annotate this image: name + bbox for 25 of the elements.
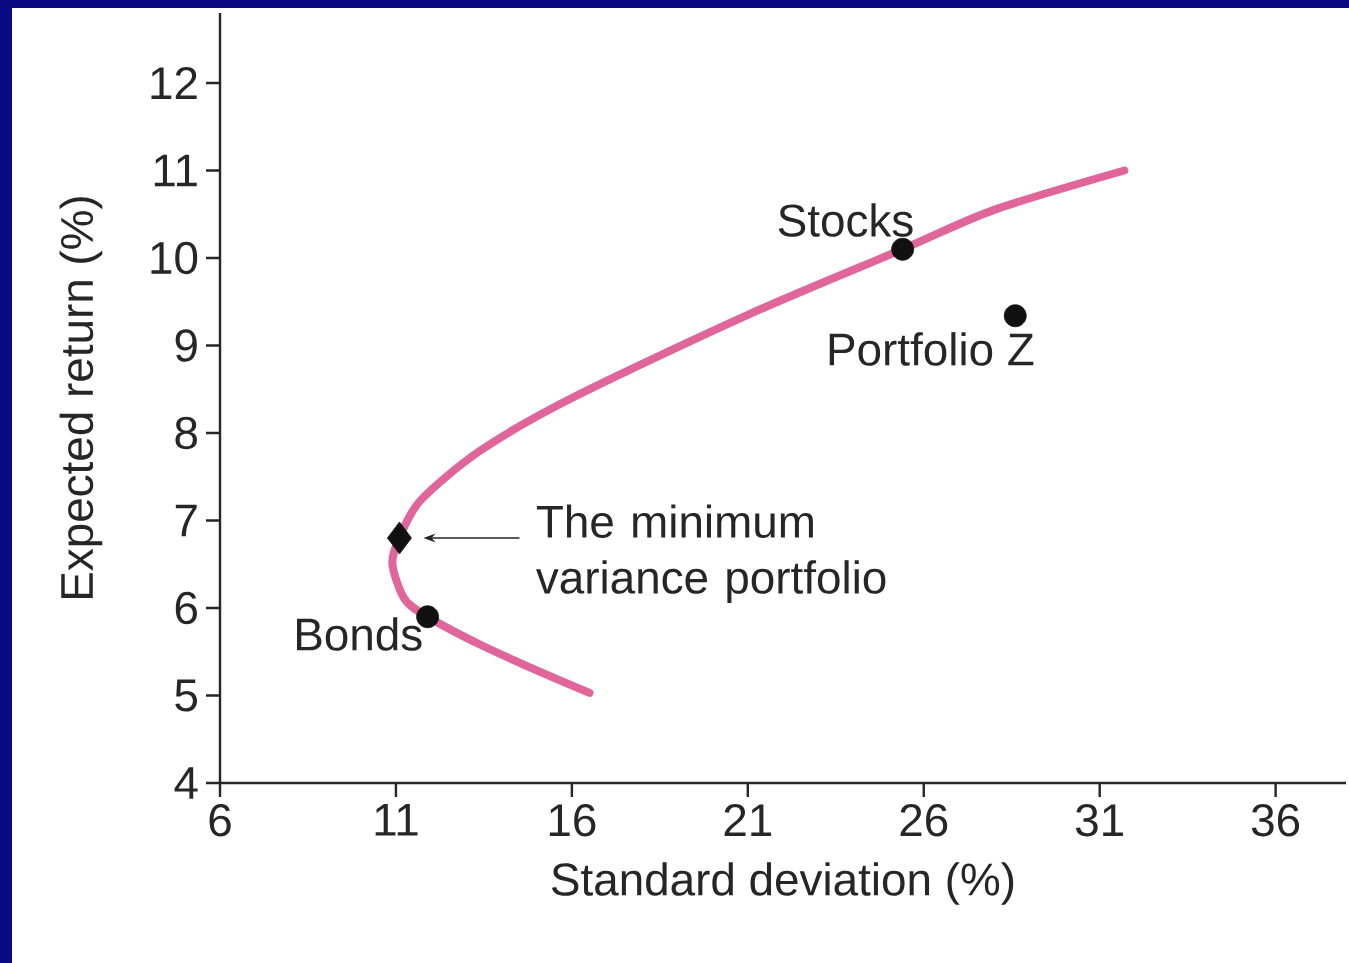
x-tick-label: 31 xyxy=(1075,804,1123,837)
x-tick-label: 36 xyxy=(1251,804,1300,837)
y-tick-label: 6 xyxy=(175,591,197,625)
annotation: Bonds xyxy=(297,617,422,651)
point xyxy=(1003,304,1027,328)
y-tick-label: 7 xyxy=(175,504,197,537)
y-tick-label: 9 xyxy=(175,329,197,362)
y-tick-label: 11 xyxy=(154,154,197,187)
y-tick-label: 5 xyxy=(175,679,198,712)
point xyxy=(387,521,412,555)
y-tick-label: 12 xyxy=(151,67,197,99)
x-tick-label: 6 xyxy=(209,804,231,837)
x-tick-label: 16 xyxy=(549,804,596,837)
y-tick-label: 4 xyxy=(174,767,198,799)
annotation: The minimum variance portfolio xyxy=(536,504,886,603)
x-tick-label: 26 xyxy=(900,804,948,837)
y-tick-label: 8 xyxy=(175,416,197,450)
x-tick-label: 21 xyxy=(724,804,772,837)
annotation: Portfolio Z xyxy=(829,332,1034,366)
x-axis-title: Standard deviation (%) xyxy=(552,862,1014,905)
x-tick-label: 11 xyxy=(375,804,418,836)
point xyxy=(891,237,915,261)
y-axis-title: Expected return (%) xyxy=(59,197,103,599)
annotation: Stocks xyxy=(778,203,913,237)
y-tick-label: 10 xyxy=(151,241,198,275)
